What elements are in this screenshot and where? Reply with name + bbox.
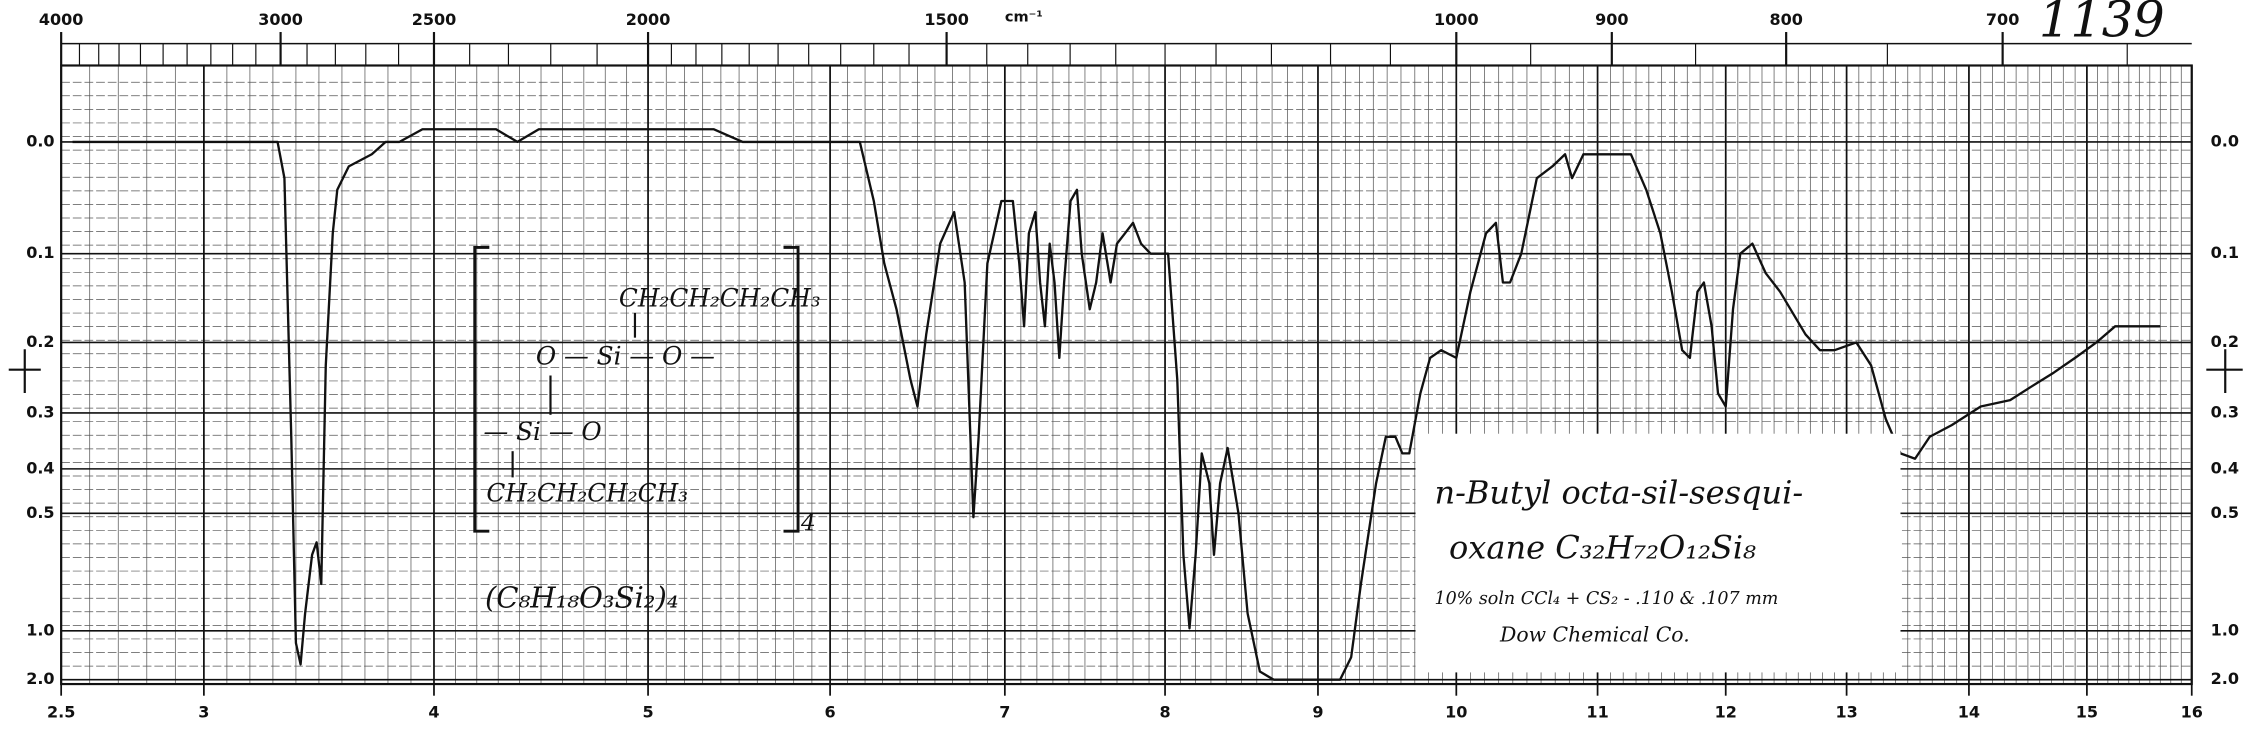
x-tick-label: 14 bbox=[1958, 703, 1980, 722]
compound-name: n-Butyl octa-sil-sesqui- bbox=[1434, 473, 1803, 511]
x2-tick-label: 2000 bbox=[626, 10, 671, 29]
x2-tick-label: 3000 bbox=[258, 10, 303, 29]
y-tick-label: 0.1 bbox=[26, 243, 54, 262]
x2-tick-label: 700 bbox=[1986, 10, 2019, 29]
x-tick-label: 16 bbox=[2181, 703, 2203, 722]
source: Dow Chemical Co. bbox=[1499, 623, 1690, 647]
x-tick-label: 4 bbox=[428, 703, 439, 722]
chart-id: 1139 bbox=[2039, 0, 2165, 48]
y-tick-label: 0.2 bbox=[26, 332, 54, 351]
x2-tick-label: 1500 bbox=[924, 10, 969, 29]
x-tick-label: 10 bbox=[1445, 703, 1467, 722]
y-tick-label: 0.5 bbox=[26, 503, 54, 522]
y2-tick-label: 0.1 bbox=[2211, 243, 2239, 262]
x2-tick-label: 2500 bbox=[412, 10, 457, 29]
x-tick-label: 3 bbox=[198, 703, 209, 722]
x2-axis-label: cm⁻¹ bbox=[1005, 8, 1043, 25]
x2-tick-label: 1000 bbox=[1434, 10, 1479, 29]
x-tick-label: 12 bbox=[1715, 703, 1737, 722]
y2-tick-label: 0.2 bbox=[2211, 332, 2239, 351]
y2-tick-label: 2.0 bbox=[2211, 669, 2239, 688]
structure-text: O — Si — O — bbox=[536, 342, 715, 371]
spectrum-line bbox=[72, 128, 2161, 681]
y-tick-label: 0.4 bbox=[26, 458, 54, 477]
compound-formula: oxane C₃₂H₇₂O₁₂Si₈ bbox=[1449, 529, 1756, 567]
structure-text: 4 bbox=[800, 509, 816, 536]
label-box bbox=[1415, 433, 1901, 673]
x-tick-label: 7 bbox=[999, 703, 1010, 722]
x-tick-label: 11 bbox=[1586, 703, 1608, 722]
structure-text: CH₂CH₂CH₂CH₃ bbox=[619, 283, 821, 312]
y-tick-label: 1.0 bbox=[26, 620, 54, 639]
y-tick-label: 2.0 bbox=[26, 669, 54, 688]
bracket-right bbox=[783, 245, 800, 533]
x2-tick-label: 4000 bbox=[39, 10, 84, 29]
structure-text: CH₂CH₂CH₂CH₃ bbox=[486, 478, 688, 507]
x2-tick-label: 800 bbox=[1769, 10, 1802, 29]
curve-layer bbox=[72, 128, 2161, 681]
y-tick-label: 0.3 bbox=[26, 402, 54, 421]
structure-text: — Si — O bbox=[483, 417, 601, 446]
y2-tick-label: 0.4 bbox=[2211, 458, 2239, 477]
bracket-left bbox=[473, 245, 490, 533]
empirical-formula: (C₈H₁₈O₃Si₂)₄ bbox=[485, 581, 679, 615]
x-tick-label: 13 bbox=[1835, 703, 1857, 722]
y2-tick-label: 0.5 bbox=[2211, 503, 2239, 522]
x2-tick-label: 900 bbox=[1595, 10, 1628, 29]
x-tick-label: 9 bbox=[1312, 703, 1323, 722]
registration-mark bbox=[8, 349, 41, 393]
x-tick-label: 2.5 bbox=[47, 703, 75, 722]
registration-mark bbox=[2206, 349, 2243, 393]
x-tick-label: 15 bbox=[2076, 703, 2098, 722]
y-tick-label: 0.0 bbox=[26, 131, 54, 150]
y2-tick-label: 0.0 bbox=[2211, 131, 2239, 150]
y2-tick-label: 0.3 bbox=[2211, 402, 2239, 421]
x-tick-label: 6 bbox=[825, 703, 836, 722]
x-tick-label: 8 bbox=[1159, 703, 1170, 722]
axis-layer: 2.5 3 4 5 6 7 8 9 10 11 12 13 14 15 16 4000 3000 2500 2000… bbox=[26, 8, 2239, 721]
y2-tick-label: 1.0 bbox=[2211, 620, 2239, 639]
conditions: 10% soln CCl₄ + CS₂ - .110 & .107 mm bbox=[1434, 589, 1778, 609]
x-tick-label: 5 bbox=[642, 703, 653, 722]
note-layer: CH₂CH₂CH₂CH₃ O — Si — O — — Si — O CH₂CH… bbox=[8, 0, 2243, 673]
